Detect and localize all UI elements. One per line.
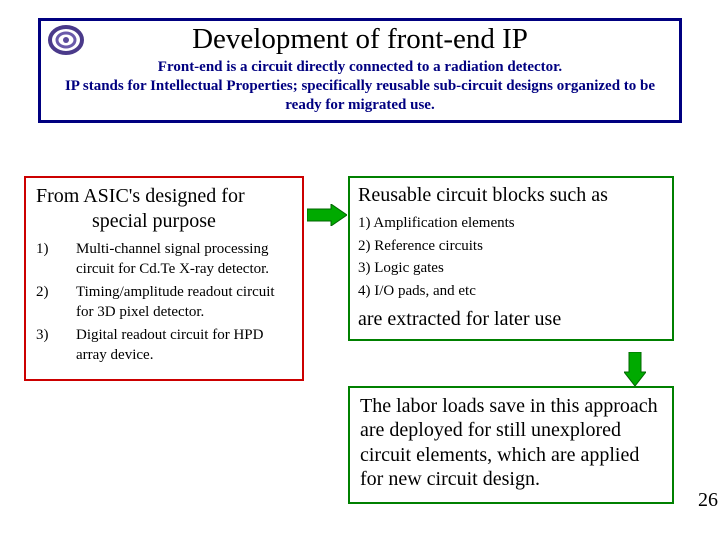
subtitle-line-2: IP stands for Intellectual Properties; s…: [65, 78, 655, 113]
list-item: 1) Amplification elements: [358, 212, 664, 235]
title-box: Development of front-end IP Front-end is…: [38, 18, 682, 123]
list-item: 4) I/O pads, and etc: [358, 280, 664, 303]
arrow-down-icon: [624, 352, 646, 386]
conclusion-text: The labor loads save in this approach ar…: [360, 394, 662, 492]
reusable-footer: are extracted for later use: [358, 308, 664, 331]
asic-list: 1) Multi-channel signal processing circu…: [36, 240, 292, 365]
list-item: 2) Reference circuits: [358, 235, 664, 258]
slide-subtitle: Front-end is a circuit directly connecte…: [49, 58, 671, 114]
reusable-list: 1) Amplification elements 2) Reference c…: [358, 212, 664, 302]
list-item: 1) Multi-channel signal processing circu…: [36, 240, 292, 279]
reusable-heading: Reusable circuit blocks such as: [358, 182, 664, 208]
list-item: 3) Logic gates: [358, 257, 664, 280]
list-item: 3) Digital readout circuit for HPD array…: [36, 326, 292, 365]
logo-icon: [45, 23, 87, 57]
page-number: 26: [698, 489, 718, 512]
list-item: 2) Timing/amplitude readout circuit for …: [36, 283, 292, 322]
arrow-right-icon: [307, 204, 347, 226]
subtitle-line-1: Front-end is a circuit directly connecte…: [158, 59, 562, 75]
conclusion-box: The labor loads save in this approach ar…: [348, 386, 674, 504]
asic-heading: From ASIC's designed for special purpose: [36, 184, 292, 234]
asic-box: From ASIC's designed for special purpose…: [24, 176, 304, 381]
slide-title: Development of front-end IP: [49, 23, 671, 56]
reusable-box: Reusable circuit blocks such as 1) Ampli…: [348, 176, 674, 341]
